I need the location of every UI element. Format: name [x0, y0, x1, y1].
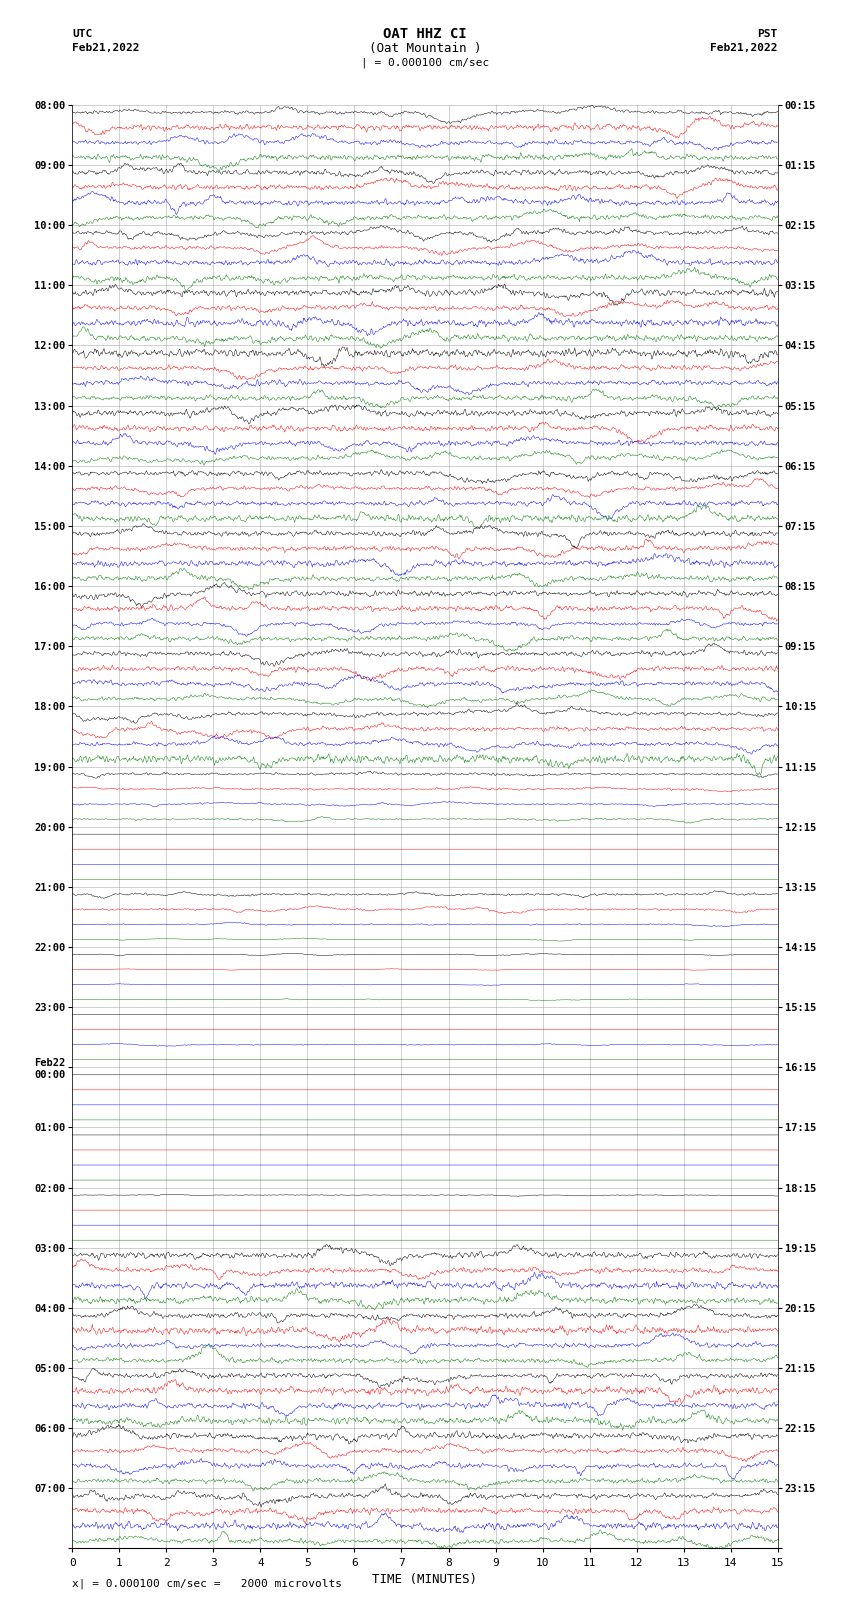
Text: PST: PST	[757, 29, 778, 39]
X-axis label: TIME (MINUTES): TIME (MINUTES)	[372, 1573, 478, 1586]
Text: | = 0.000100 cm/sec: | = 0.000100 cm/sec	[361, 58, 489, 68]
Text: (Oat Mountain ): (Oat Mountain )	[369, 42, 481, 55]
Text: x| = 0.000100 cm/sec =   2000 microvolts: x| = 0.000100 cm/sec = 2000 microvolts	[72, 1579, 343, 1589]
Text: UTC: UTC	[72, 29, 93, 39]
Text: Feb21,2022: Feb21,2022	[72, 44, 139, 53]
Text: OAT HHZ CI: OAT HHZ CI	[383, 27, 467, 40]
Text: Feb21,2022: Feb21,2022	[711, 44, 778, 53]
